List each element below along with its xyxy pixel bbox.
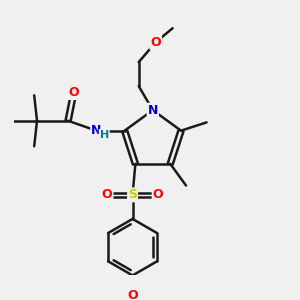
Text: N: N — [91, 124, 101, 137]
Text: O: O — [127, 289, 138, 300]
Text: O: O — [102, 188, 112, 201]
Text: N: N — [148, 104, 158, 117]
Text: O: O — [68, 86, 79, 99]
Text: H: H — [100, 130, 109, 140]
Text: S: S — [128, 188, 137, 201]
Text: O: O — [150, 36, 161, 49]
Text: O: O — [153, 188, 163, 201]
